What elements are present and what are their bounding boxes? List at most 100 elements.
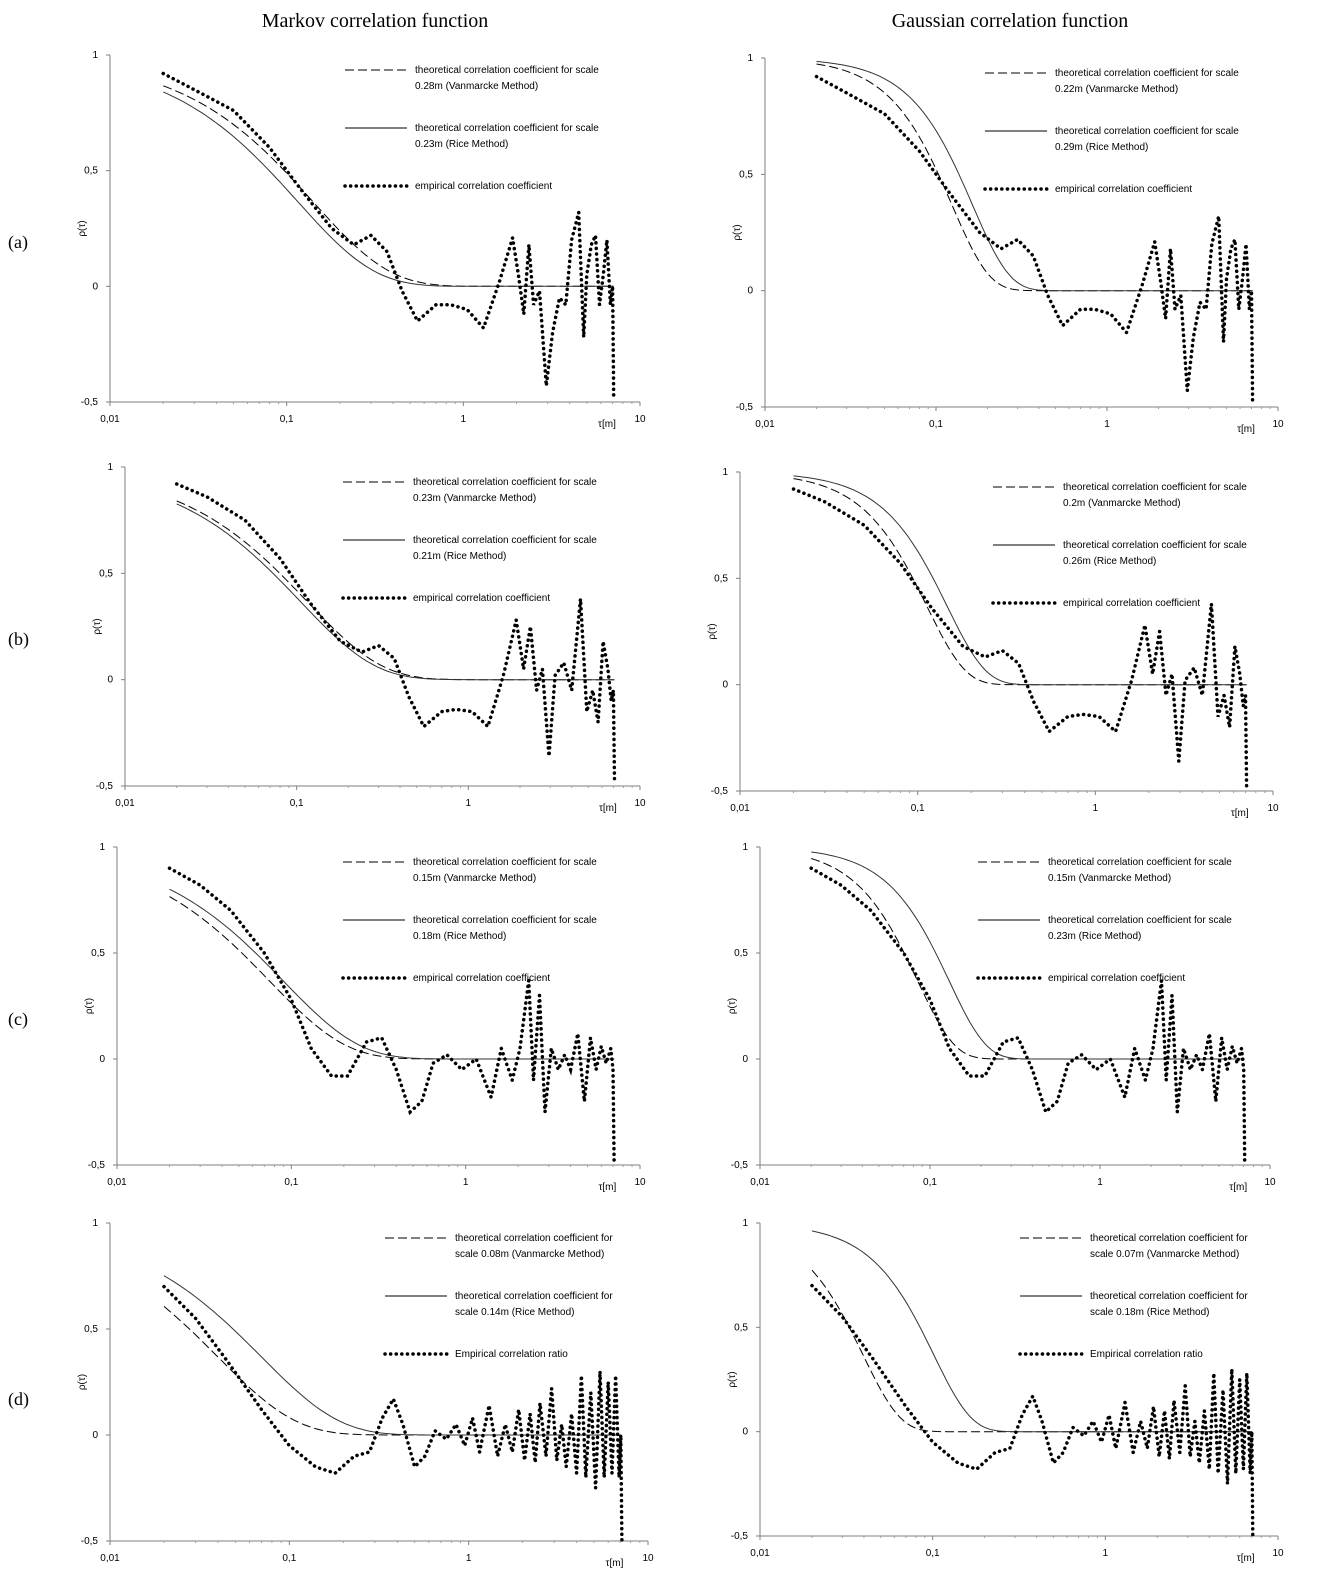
- chart-panel-c-markov: -0,5 0 0,5 1 0,01 0,1 1 10 τ[m] ρ(τ) theoretical c…: [84, 842, 646, 1193]
- row-label-d: (d): [8, 1389, 29, 1410]
- series-empirical-line: [809, 866, 1247, 1163]
- x-axis-label: τ[m]: [598, 419, 616, 430]
- chart-panel-c-gauss: -0,5 0 0,5 1 0,01 0,1 1 10 τ[m] ρ(τ) theoretical c…: [727, 842, 1276, 1193]
- legend-label: theoretical correlation coefficient for …: [1063, 482, 1247, 493]
- y-tick-label: 1: [107, 462, 113, 473]
- y-tick-label: 0: [722, 680, 728, 691]
- legend-label: empirical correlation coefficient: [1055, 184, 1192, 195]
- x-tick-label: 0,1: [280, 414, 294, 425]
- series-rice-line: [169, 888, 615, 1060]
- series-vanmarcke-line: [163, 1306, 622, 1436]
- legend-label-line2: 0.18m (Rice Method): [413, 931, 506, 942]
- legend-label: Empirical correlation ratio: [455, 1349, 568, 1360]
- y-tick-label: 0,5: [739, 169, 753, 180]
- x-axis-label: τ[m]: [1237, 424, 1255, 435]
- x-tick-label: 10: [642, 1553, 654, 1564]
- x-tick-label: 0,01: [100, 1553, 120, 1564]
- legend-label-line2: 0.23m (Rice Method): [1048, 931, 1141, 942]
- y-tick-label: -0,5: [96, 781, 114, 792]
- legend-label: theoretical correlation coefficient for …: [1048, 857, 1232, 868]
- y-tick-label: 0,5: [91, 948, 105, 959]
- legend-label: theoretical correlation coefficient for …: [415, 123, 599, 134]
- y-tick-label: 0: [742, 1427, 748, 1438]
- x-axis-label: τ[m]: [598, 1182, 616, 1193]
- x-tick-label: 0,01: [750, 1548, 770, 1559]
- x-tick-label: 0,01: [115, 798, 135, 809]
- y-axis-label: ρ(τ): [707, 623, 718, 639]
- y-tick-label: 1: [747, 53, 753, 64]
- legend-label: empirical correlation coefficient: [415, 181, 552, 192]
- legend-label-line2: 0.21m (Rice Method): [413, 551, 506, 562]
- x-tick-label: 1: [466, 798, 472, 809]
- x-axis-label: τ[m]: [1231, 808, 1249, 819]
- series-rice-line: [816, 61, 1253, 292]
- legend-label: theoretical correlation coefficient for …: [1055, 126, 1239, 137]
- y-tick-label: -0,5: [81, 397, 99, 408]
- chart-panel-a-markov: -0,5 0 0,5 1 0,01 0,1 1 10 τ[m] ρ(τ) theoretical c…: [77, 50, 646, 430]
- legend-label: empirical correlation coefficient: [413, 973, 550, 984]
- series-vanmarcke-line: [811, 1269, 1253, 1433]
- y-axis-label: ρ(τ): [92, 618, 103, 634]
- legend-label: theoretical correlation coefficient for …: [1063, 540, 1247, 551]
- chart-panel-b-markov: -0,5 0 0,5 1 0,01 0,1 1 10 τ[m] ρ(τ) theoretical c…: [92, 462, 646, 814]
- column-title-markov: Markov correlation function: [262, 10, 489, 32]
- chart-panel-d-markov: -0,5 0 0,5 1 0,01 0,1 1 10 τ[m] ρ(τ) theoretical c…: [77, 1218, 654, 1569]
- x-tick-label: 1: [1097, 1177, 1103, 1188]
- legend-label-line2: scale 0.07m (Vanmarcke Method): [1090, 1249, 1239, 1260]
- legend-label: empirical correlation coefficient: [413, 593, 550, 604]
- legend-label-line2: 0.26m (Rice Method): [1063, 556, 1156, 567]
- y-tick-label: -0,5: [731, 1531, 749, 1542]
- x-tick-label: 1: [466, 1553, 472, 1564]
- legend-label-line2: 0.15m (Vanmarcke Method): [1048, 873, 1171, 884]
- row-label-a: (a): [8, 232, 28, 253]
- x-tick-label: 0,01: [730, 803, 750, 814]
- series-empirical-line: [161, 71, 616, 400]
- series-vanmarcke-line: [793, 478, 1247, 686]
- y-tick-label: -0,5: [731, 1160, 749, 1171]
- y-tick-label: 0,5: [99, 568, 113, 579]
- legend-label: empirical correlation coefficient: [1063, 598, 1200, 609]
- x-tick-label: 10: [1264, 1177, 1276, 1188]
- legend-label-line2: scale 0.18m (Rice Method): [1090, 1307, 1210, 1318]
- legend-label: Empirical correlation ratio: [1090, 1349, 1203, 1360]
- legend-label: theoretical correlation coefficient for …: [415, 65, 599, 76]
- y-tick-label: 1: [742, 842, 748, 853]
- x-tick-label: 1: [1103, 1548, 1109, 1559]
- y-tick-label: 0,5: [84, 166, 98, 177]
- x-tick-label: 1: [1104, 419, 1110, 430]
- series-vanmarcke-line: [176, 500, 615, 681]
- series-vanmarcke-line: [816, 63, 1253, 292]
- y-tick-label: 1: [92, 1218, 98, 1229]
- legend-label: theoretical correlation coefficient for …: [413, 857, 597, 868]
- y-tick-label: 0,5: [734, 1322, 748, 1333]
- y-tick-label: 0,5: [734, 948, 748, 959]
- y-tick-label: 1: [722, 467, 728, 478]
- y-axis-label: ρ(τ): [84, 998, 95, 1014]
- legend-label-line2: 0.29m (Rice Method): [1055, 142, 1148, 153]
- chart-panel-a-gauss: -0,5 0 0,5 1 0,01 0,1 1 10 τ[m] ρ(τ) theoretical c…: [732, 53, 1284, 435]
- legend-label-line2: scale 0.14m (Rice Method): [455, 1307, 575, 1318]
- x-tick-label: 10: [634, 1177, 646, 1188]
- x-axis-label: τ[m]: [599, 803, 617, 814]
- legend-label: theoretical correlation coefficient for …: [413, 477, 597, 488]
- legend-label: theoretical correlation coefficient for: [1090, 1291, 1248, 1302]
- x-tick-label: 10: [1272, 1548, 1284, 1559]
- series-empirical-line: [167, 866, 616, 1163]
- row-label-b: (b): [8, 629, 29, 650]
- legend-label-line2: 0.23m (Rice Method): [415, 139, 508, 150]
- x-tick-label: 0,01: [750, 1177, 770, 1188]
- series-empirical-line: [174, 482, 617, 784]
- legend-label-line2: 0.23m (Vanmarcke Method): [413, 493, 536, 504]
- x-tick-label: 0,1: [282, 1553, 296, 1564]
- y-tick-label: 1: [742, 1218, 748, 1229]
- y-tick-label: 0,5: [714, 573, 728, 584]
- x-tick-label: 10: [1267, 803, 1279, 814]
- legend-label-line2: 0.2m (Vanmarcke Method): [1063, 498, 1181, 509]
- series-empirical-line: [791, 487, 1249, 789]
- legend-label-line2: 0.22m (Vanmarcke Method): [1055, 84, 1178, 95]
- x-tick-label: 10: [634, 798, 646, 809]
- x-tick-label: 0,01: [107, 1177, 127, 1188]
- series-rice-line: [811, 851, 1245, 1060]
- chart-panel-b-gauss: -0,5 0 0,5 1 0,01 0,1 1 10 τ[m] ρ(τ) theoretical c…: [707, 467, 1279, 819]
